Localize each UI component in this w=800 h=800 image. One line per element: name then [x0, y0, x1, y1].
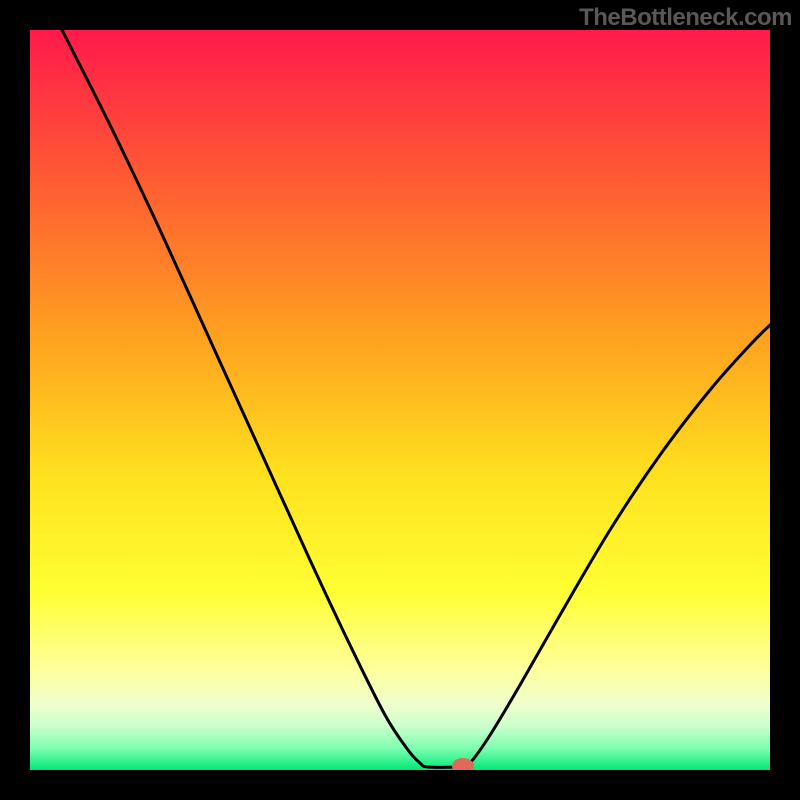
plot-background-gradient	[30, 30, 770, 770]
plot-area	[30, 30, 770, 770]
chart-container: TheBottleneck.com	[0, 0, 800, 800]
optimum-marker	[452, 758, 474, 770]
watermark-text: TheBottleneck.com	[579, 4, 792, 32]
